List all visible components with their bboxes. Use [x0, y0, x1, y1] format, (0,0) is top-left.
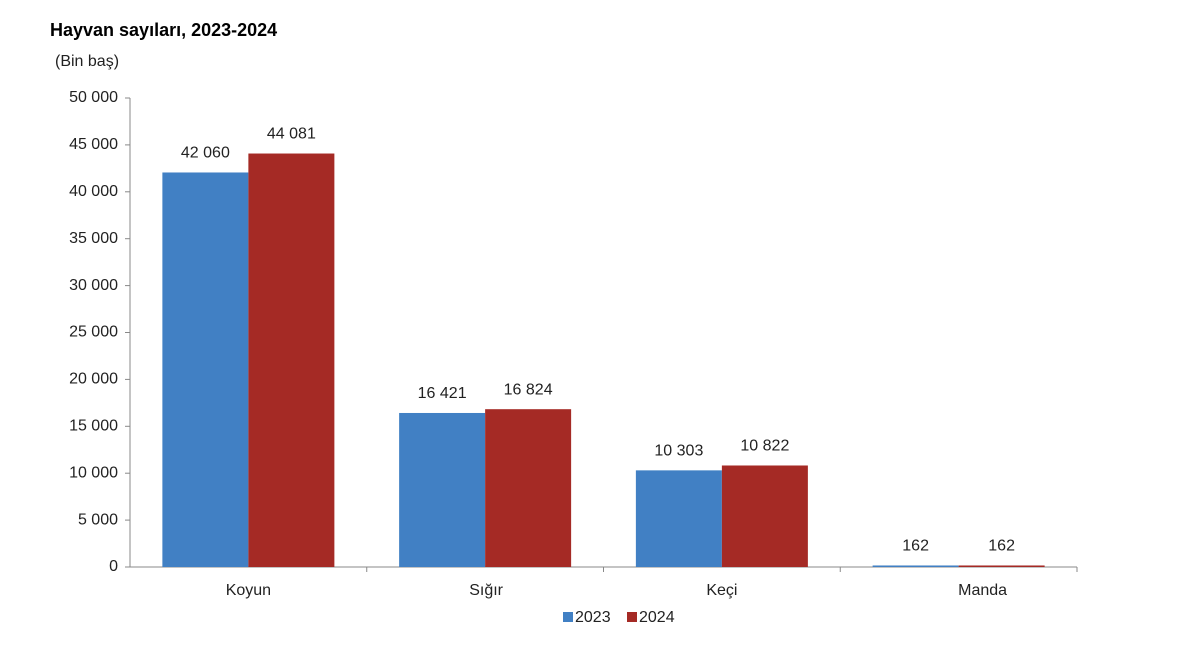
y-axis-label: (Bin baş): [55, 53, 119, 70]
bar: [721, 465, 808, 567]
x-tick-label: Koyun: [226, 582, 271, 599]
y-tick-label: 30 000: [69, 277, 118, 294]
legend-swatch: [563, 612, 573, 622]
legend-label: 2024: [639, 609, 675, 626]
y-tick-label: 15 000: [69, 418, 118, 435]
legend-swatch: [627, 612, 637, 622]
data-label: 10 303: [654, 443, 703, 460]
data-label: 16 421: [418, 385, 467, 402]
bar: [248, 153, 335, 568]
y-tick-label: 35 000: [69, 230, 118, 247]
bar: [162, 172, 249, 567]
y-tick-label: 45 000: [69, 136, 118, 153]
x-tick-label: Keçi: [706, 582, 737, 599]
x-tick-label: Manda: [958, 582, 1007, 599]
y-tick-label: 20 000: [69, 371, 118, 388]
x-tick-label: Sığır: [469, 582, 503, 599]
bar: [872, 565, 959, 567]
bar: [958, 565, 1045, 567]
y-tick-label: 5 000: [78, 511, 118, 528]
bar: [399, 412, 486, 567]
y-tick-label: 10 000: [69, 464, 118, 481]
y-tick-label: 0: [109, 558, 118, 575]
data-label: 16 824: [504, 381, 553, 398]
data-label: 44 081: [267, 126, 316, 143]
chart-title: Hayvan sayıları, 2023-2024: [50, 20, 277, 40]
data-label: 10 822: [740, 438, 789, 455]
data-label: 162: [988, 538, 1015, 555]
data-label: 42 060: [181, 145, 230, 162]
legend-label: 2023: [575, 609, 611, 626]
data-label: 162: [902, 538, 929, 555]
y-tick-label: 40 000: [69, 183, 118, 200]
y-tick-label: 50 000: [69, 89, 118, 106]
bar: [635, 470, 722, 567]
y-tick-label: 25 000: [69, 324, 118, 341]
bar: [485, 409, 572, 567]
